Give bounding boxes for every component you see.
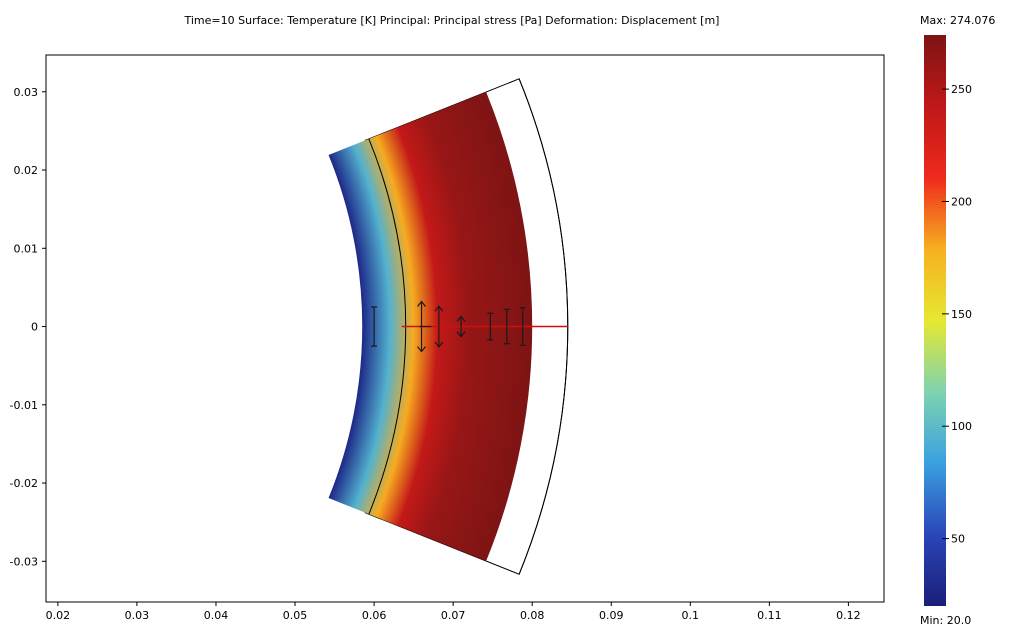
- x-tick-label: 0.12: [836, 609, 861, 622]
- colorbar-ticks: 250 200 150 100 50: [942, 83, 972, 546]
- stress-arrow: [456, 315, 466, 338]
- plot-title: Time=10 Surface: Temperature [K] Princip…: [184, 14, 720, 27]
- stress-arrow: [519, 307, 526, 346]
- x-tick-label: 0.06: [362, 609, 387, 622]
- x-tick-label: 0.02: [46, 609, 71, 622]
- y-tick-label: -0.01: [10, 399, 38, 412]
- colorbar-max-label: Max: 274.076: [920, 14, 995, 27]
- x-tick-label: 0.07: [441, 609, 466, 622]
- y-tick-label: 0.01: [14, 242, 39, 255]
- stress-arrow: [487, 312, 494, 341]
- colorbar-tick-label: 100: [951, 420, 972, 433]
- x-tick-label: 0.04: [204, 609, 229, 622]
- x-tick-label: 0.03: [125, 609, 150, 622]
- y-tick-label: 0.03: [14, 86, 39, 99]
- stress-arrow: [434, 305, 444, 348]
- colorbar-tick-label: 200: [951, 195, 972, 208]
- stress-arrow: [371, 306, 378, 347]
- colorbar-tick-label: 50: [951, 533, 965, 546]
- y-tick-label: 0.02: [14, 164, 39, 177]
- deformed-ring-plot: [328, 78, 569, 575]
- x-tick-label: 0.09: [599, 609, 624, 622]
- colorbar: [924, 35, 946, 606]
- colorbar-tick-label: 250: [951, 83, 972, 96]
- colorbar-min-label: Min: 20.0: [920, 614, 971, 627]
- y-axis-ticks: 0.03 0.02 0.01 0 -0.01 -0.02 -0.03: [10, 86, 46, 568]
- x-tick-label: 0.05: [283, 609, 308, 622]
- colorbar-tick-label: 150: [951, 308, 972, 321]
- x-tick-label: 0.08: [520, 609, 545, 622]
- stress-arrow: [503, 308, 510, 345]
- y-tick-label: -0.02: [10, 477, 38, 490]
- y-tick-label: 0: [31, 321, 38, 334]
- x-tick-label: 0.1: [682, 609, 700, 622]
- x-tick-label: 0.11: [757, 609, 782, 622]
- x-axis-ticks: 0.02 0.03 0.04 0.05 0.06 0.07 0.08 0.09 0.1 0.11 0…: [46, 602, 861, 622]
- y-tick-label: -0.03: [10, 555, 38, 568]
